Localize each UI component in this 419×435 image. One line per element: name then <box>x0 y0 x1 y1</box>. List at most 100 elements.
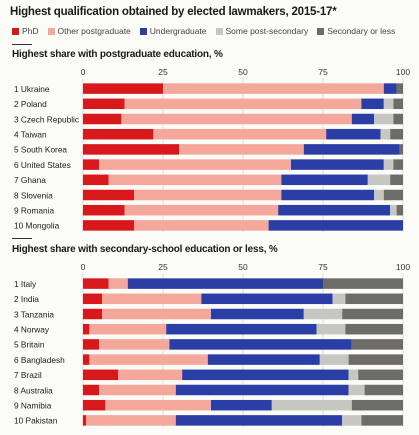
bar-5-south-korea-secondary-or-less <box>399 144 403 155</box>
legend-label-phd: PhD <box>22 26 39 36</box>
bar-10-pakistan-other-postgraduate <box>86 415 176 426</box>
category-label-6-united-states: 6 United States <box>14 160 71 170</box>
bar-2-poland-some-post-secondary <box>383 98 394 110</box>
legend-swatch-phd <box>12 27 19 35</box>
bar-10-pakistan-undergraduate <box>175 415 343 426</box>
bar-2-poland-secondary-or-less <box>393 98 403 110</box>
category-label-1-italy: 1 Italy <box>14 279 37 289</box>
bar-3-tanzania-secondary-or-less <box>342 308 403 320</box>
bar-8-australia-some-post-secondary <box>348 384 365 396</box>
bar-2-india-other-postgraduate <box>102 293 202 305</box>
bar-2-poland-undergraduate <box>361 98 384 110</box>
bar-9-romania-other-postgraduate <box>124 204 279 216</box>
legend-label-some-post-secondary: Some post-secondary <box>225 26 309 36</box>
bar-6-bangladesh-some-post-secondary <box>319 354 349 365</box>
legend: PhD Other postgraduate Undergraduate Som… <box>12 26 395 36</box>
chart-panel-postgraduate: 0 25 50 75 100 1 Ukraine 2 Poland 3 Czech Repub… <box>14 67 410 232</box>
bar-6-united-states-other-postgraduate <box>99 159 291 170</box>
legend-item-other-postgraduate: Other postgraduate <box>47 26 131 36</box>
bar-3-czech-republic-other-postgraduate <box>121 113 352 125</box>
bar-9-romania-some-post-secondary <box>390 204 397 216</box>
category-label-8-australia: 8 Australia <box>14 385 53 395</box>
legend-label-other-postgraduate: Other postgraduate <box>57 26 131 36</box>
bar-9-namibia-some-post-secondary <box>271 399 352 411</box>
bar-9-romania-secondary-or-less <box>396 204 403 216</box>
bar-10-pakistan-secondary-or-less <box>361 415 403 426</box>
x-tick-label-75: 75 <box>318 67 328 77</box>
bar-9-romania-undergraduate <box>278 204 391 216</box>
bar-1-italy-phd <box>83 278 109 289</box>
bar-5-south-korea-other-postgraduate <box>179 144 304 155</box>
category-label-9-namibia: 9 Namibia <box>14 400 52 410</box>
section-divider-postgraduate <box>12 44 32 45</box>
bar-6-united-states-secondary-or-less <box>393 159 403 170</box>
bar-7-brazil-phd <box>83 369 119 381</box>
legend-swatch-secondary-or-less <box>317 27 325 35</box>
bar-3-tanzania-phd <box>83 308 103 320</box>
bar-4-taiwan-phd <box>83 128 154 140</box>
bar-2-poland-other-postgraduate <box>124 98 362 110</box>
bar-9-romania-phd <box>83 204 125 216</box>
category-label-8-slovenia: 8 Slovenia <box>14 190 53 200</box>
bar-10-pakistan-some-post-secondary <box>342 415 362 426</box>
chart-title: Highest qualification obtained by electe… <box>10 6 337 18</box>
bar-8-slovenia-undergraduate <box>281 189 375 201</box>
bar-1-italy-secondary-or-less <box>323 278 403 289</box>
bar-5-britain-undergraduate <box>169 339 352 350</box>
legend-label-secondary-or-less: Secondary or less <box>327 26 396 36</box>
bar-7-ghana-undergraduate <box>281 174 368 186</box>
section-divider-secondary <box>12 238 32 239</box>
bar-1-ukraine-undergraduate <box>383 83 397 94</box>
x-tick-label-100: 100 <box>396 67 410 77</box>
bar-3-tanzania-some-post-secondary <box>303 308 343 320</box>
section-title-secondary: Highest share with secondary-school educ… <box>12 244 278 255</box>
bar-7-ghana-some-post-secondary <box>367 174 391 186</box>
bar-8-slovenia-phd <box>83 189 135 201</box>
bar-6-bangladesh-secondary-or-less <box>348 354 403 365</box>
x-tick-label-25: 25 <box>158 262 168 272</box>
legend-swatch-undergraduate <box>139 27 147 35</box>
bar-4-norway-secondary-or-less <box>345 323 403 335</box>
x-tick-label-50: 50 <box>238 262 248 272</box>
bar-8-australia-secondary-or-less <box>364 384 403 396</box>
x-tick-label-0: 0 <box>81 67 86 77</box>
bar-7-brazil-other-postgraduate <box>118 369 183 381</box>
legend-item-phd: PhD <box>12 26 39 36</box>
bar-4-norway-phd <box>83 323 90 335</box>
bar-2-india-phd <box>83 293 103 305</box>
bar-6-united-states-undergraduate <box>291 159 384 170</box>
bar-8-australia-other-postgraduate <box>99 384 176 396</box>
bar-5-south-korea-phd <box>83 144 179 155</box>
legend-label-undergraduate: Undergraduate <box>149 26 207 36</box>
legend-item-secondary-or-less: Secondary or less <box>317 26 395 36</box>
bar-3-czech-republic-some-post-secondary <box>374 113 394 125</box>
category-label-2-india: 2 India <box>14 294 39 304</box>
category-label-5-south-korea: 5 South Korea <box>14 145 67 155</box>
bar-1-italy-undergraduate <box>127 278 323 289</box>
bar-4-taiwan-secondary-or-less <box>390 128 403 140</box>
bar-4-norway-other-postgraduate <box>89 323 167 335</box>
bar-5-south-korea-undergraduate <box>303 144 400 155</box>
bar-10-mongolia-other-postgraduate <box>134 220 269 231</box>
category-label-4-taiwan: 4 Taiwan <box>14 129 47 139</box>
bar-9-namibia-secondary-or-less <box>351 399 403 411</box>
category-label-7-brazil: 7 Brazil <box>14 370 42 380</box>
bar-5-britain-phd <box>83 339 99 350</box>
category-label-1-ukraine: 1 Ukraine <box>14 84 50 94</box>
bar-3-czech-republic-undergraduate <box>351 113 375 125</box>
bar-10-mongolia-phd <box>83 220 135 231</box>
bar-8-australia-undergraduate <box>175 384 349 396</box>
bar-1-ukraine-secondary-or-less <box>396 83 403 94</box>
bar-4-taiwan-some-post-secondary <box>380 128 391 140</box>
x-tick-label-25: 25 <box>158 67 168 77</box>
category-label-4-norway: 4 Norway <box>14 324 50 334</box>
x-tick-label-50: 50 <box>238 67 248 77</box>
bar-6-united-states-phd <box>83 159 99 170</box>
bar-9-namibia-phd <box>83 399 106 411</box>
category-label-10-mongolia: 10 Mongolia <box>14 221 60 231</box>
category-label-3-czech-republic: 3 Czech Republic <box>14 114 79 124</box>
bar-7-ghana-phd <box>83 174 109 186</box>
bar-6-united-states-some-post-secondary <box>383 159 394 170</box>
legend-item-some-post-secondary: Some post-secondary <box>215 26 309 36</box>
bar-2-india-some-post-secondary <box>332 293 346 305</box>
